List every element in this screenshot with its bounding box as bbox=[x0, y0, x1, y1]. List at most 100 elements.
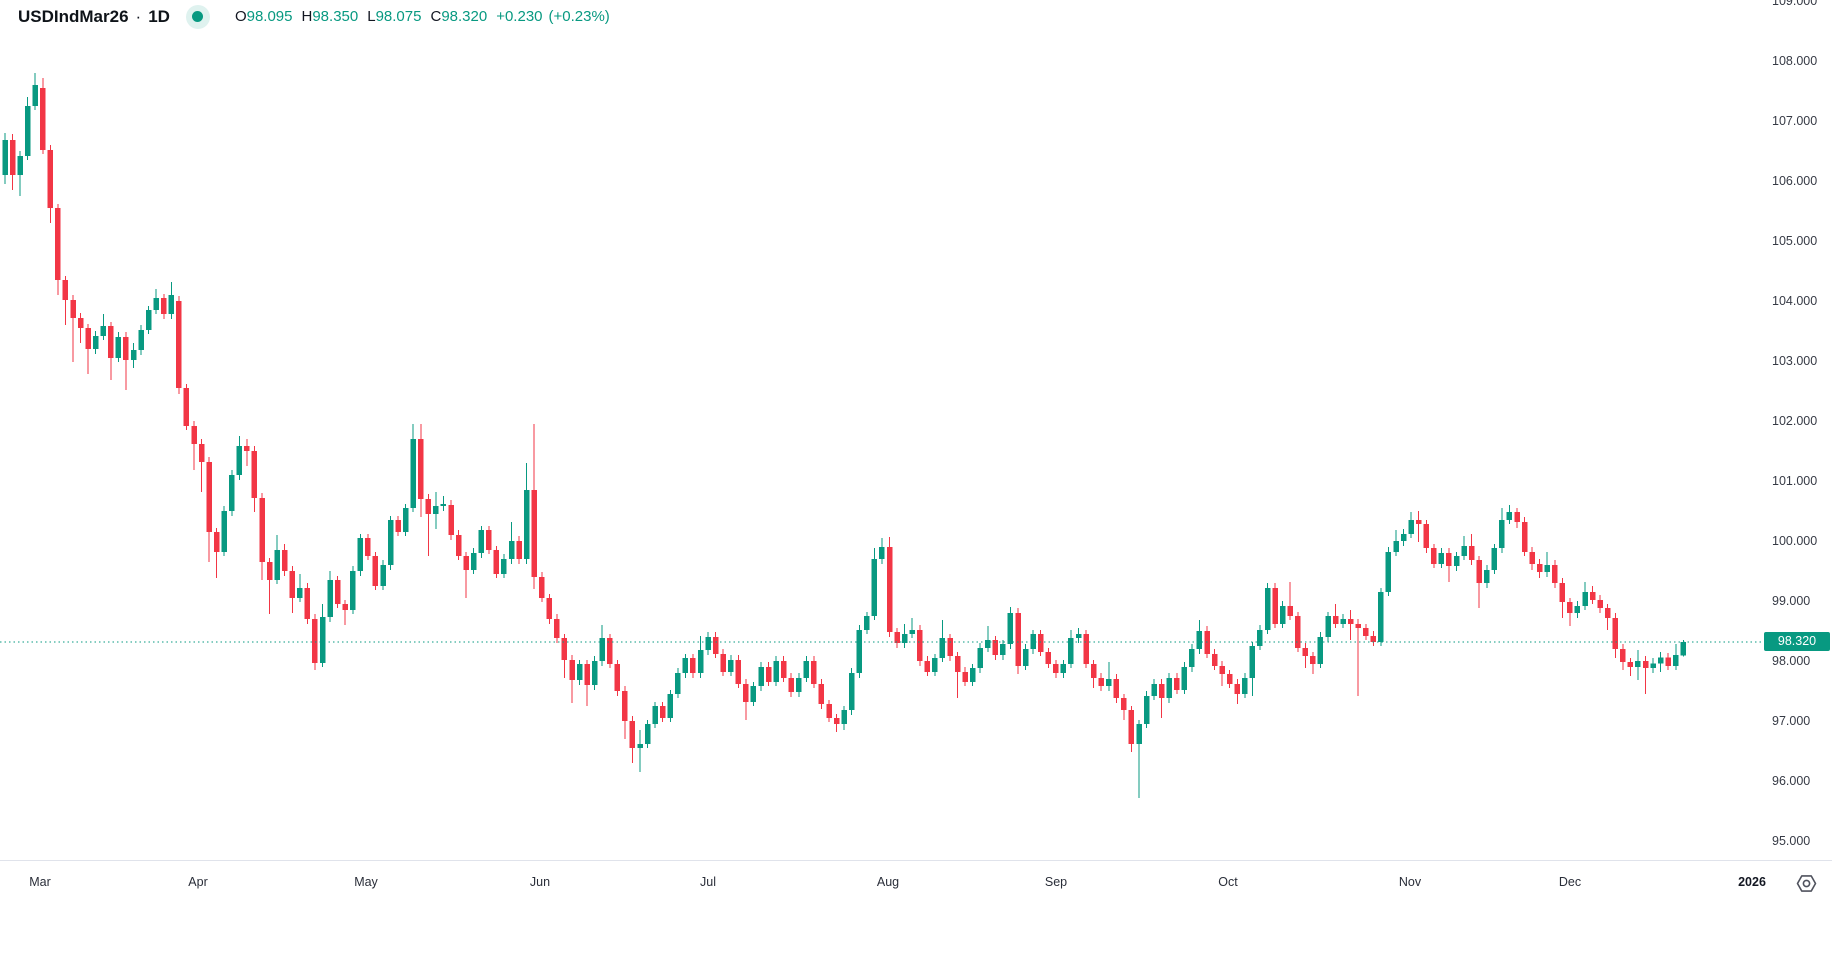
candle bbox=[758, 667, 764, 687]
axis-settings-button[interactable] bbox=[1794, 871, 1818, 895]
candle bbox=[1106, 679, 1112, 687]
candle bbox=[1166, 677, 1172, 699]
candle bbox=[554, 619, 560, 639]
candle bbox=[1363, 628, 1369, 636]
candle bbox=[455, 535, 462, 556]
candle bbox=[236, 446, 243, 475]
candle bbox=[387, 520, 394, 565]
low-value: L98.075 bbox=[367, 8, 422, 25]
candle bbox=[1181, 667, 1188, 690]
candle bbox=[1083, 634, 1089, 664]
candle bbox=[1423, 524, 1429, 549]
candle bbox=[818, 683, 825, 705]
candle bbox=[1673, 655, 1679, 666]
price-tick-label: 103.000 bbox=[1772, 354, 1818, 368]
candle bbox=[675, 673, 681, 694]
candle bbox=[1559, 583, 1566, 603]
candle bbox=[312, 619, 318, 663]
candle bbox=[962, 671, 968, 682]
price-tick-label: 97.000 bbox=[1772, 714, 1811, 728]
price-tick-label: 106.000 bbox=[1772, 174, 1818, 188]
candle bbox=[1310, 656, 1316, 664]
candle bbox=[599, 638, 605, 661]
candle bbox=[954, 656, 961, 672]
time-tick-label: Aug bbox=[876, 875, 900, 889]
price-tick-label: 99.000 bbox=[1772, 594, 1811, 608]
candle bbox=[546, 598, 553, 619]
candle bbox=[1007, 613, 1014, 645]
candle bbox=[523, 490, 530, 559]
candle bbox=[1098, 677, 1104, 687]
candle bbox=[1400, 533, 1407, 541]
candle bbox=[1438, 553, 1445, 564]
candle bbox=[1075, 634, 1082, 639]
candle bbox=[2, 140, 8, 175]
candle bbox=[85, 328, 91, 349]
candle bbox=[682, 658, 689, 673]
symbol-title[interactable]: USDIndMar26 · 1D bbox=[18, 7, 170, 27]
candle bbox=[614, 664, 621, 691]
candle bbox=[297, 587, 303, 598]
candle bbox=[1053, 664, 1059, 673]
candle bbox=[130, 350, 137, 360]
price-tick-label: 102.000 bbox=[1772, 414, 1818, 428]
candle bbox=[909, 629, 915, 634]
candle bbox=[327, 580, 333, 618]
price-tick-label: 105.000 bbox=[1772, 234, 1818, 248]
time-tick-label: Apr bbox=[188, 875, 208, 889]
candle bbox=[138, 329, 144, 351]
candle bbox=[607, 638, 613, 664]
change-value: +0.230 bbox=[496, 8, 543, 25]
candle bbox=[1038, 634, 1044, 652]
candle bbox=[342, 604, 348, 610]
candle bbox=[924, 661, 931, 672]
candle bbox=[1030, 634, 1036, 649]
price-tick-label: 100.000 bbox=[1772, 534, 1818, 548]
candle bbox=[1121, 698, 1127, 711]
timeframe-label: 1D bbox=[148, 6, 170, 26]
candle bbox=[1113, 679, 1120, 699]
candle bbox=[448, 505, 454, 535]
candle bbox=[1393, 541, 1399, 552]
candle bbox=[1158, 683, 1165, 699]
candle bbox=[637, 743, 643, 748]
time-tick-label: Sep bbox=[1044, 875, 1068, 889]
candle bbox=[1642, 661, 1649, 669]
candle bbox=[1484, 569, 1490, 583]
candle bbox=[728, 659, 734, 672]
candle bbox=[1567, 602, 1573, 613]
last-price-label: 98.320 bbox=[1764, 632, 1830, 651]
candle bbox=[440, 503, 447, 507]
candle bbox=[1612, 617, 1618, 649]
candle bbox=[697, 650, 704, 673]
candle bbox=[1370, 635, 1377, 642]
candle bbox=[176, 301, 182, 388]
candle bbox=[1650, 663, 1656, 669]
candle bbox=[259, 497, 265, 562]
candle bbox=[1317, 637, 1324, 664]
candle bbox=[380, 565, 386, 586]
candle bbox=[1552, 565, 1558, 583]
candle bbox=[667, 694, 673, 718]
candle bbox=[1234, 683, 1240, 694]
market-status-dot[interactable] bbox=[185, 4, 210, 29]
candle bbox=[1151, 683, 1157, 696]
price-axis[interactable]: 109.000 108.000 107.000 106.000 105.000 104.0… bbox=[1764, 0, 1832, 860]
candle bbox=[493, 550, 500, 574]
candle bbox=[1257, 629, 1263, 646]
candle bbox=[1657, 657, 1664, 664]
candle bbox=[433, 506, 439, 514]
candle bbox=[629, 721, 636, 748]
time-axis[interactable]: Mar Apr May Jun Jul Aug Sep Oct Nov Dec 2026 bbox=[0, 861, 1832, 962]
candle bbox=[856, 629, 862, 673]
candle bbox=[1597, 599, 1603, 609]
candle bbox=[1544, 565, 1550, 573]
gear-icon bbox=[1796, 874, 1816, 892]
candle bbox=[1242, 677, 1248, 694]
candle bbox=[932, 658, 938, 672]
candle bbox=[1680, 641, 1687, 656]
candle bbox=[145, 310, 152, 330]
candle bbox=[251, 451, 258, 498]
